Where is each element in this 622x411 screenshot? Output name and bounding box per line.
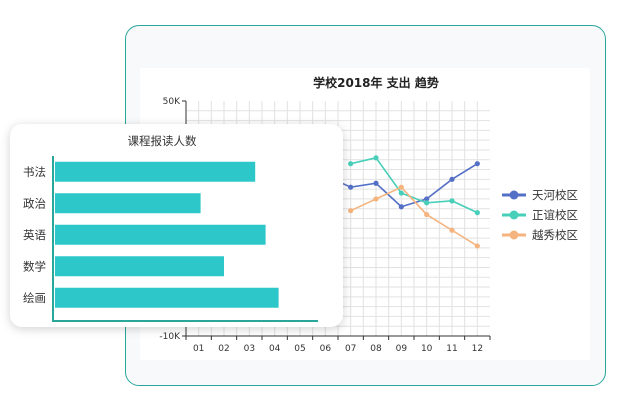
- data-point: [474, 243, 480, 249]
- series-line-2: [350, 156, 478, 214]
- x-tick-label: 02: [218, 344, 229, 354]
- data-point: [398, 190, 404, 196]
- x-tick-label: 07: [345, 344, 356, 354]
- y-tick-label: 50K: [163, 97, 181, 107]
- x-tick-label: 06: [320, 344, 332, 354]
- x-tick-label: 12: [472, 344, 483, 354]
- x-tick-label: 03: [244, 344, 255, 354]
- category-label: 绘画: [23, 291, 46, 305]
- legend-label: 天河校区: [532, 188, 578, 202]
- series-line-3: [350, 186, 478, 247]
- category-label: 英语: [23, 228, 46, 242]
- data-point: [424, 196, 430, 202]
- data-point: [424, 211, 430, 218]
- data-point: [373, 155, 379, 161]
- category-label: 数学: [23, 259, 46, 273]
- x-tick-label: 11: [446, 344, 457, 354]
- data-point: [398, 184, 404, 190]
- data-point: [348, 161, 354, 167]
- legend-label: 越秀校区: [532, 228, 578, 242]
- data-point: [348, 184, 354, 190]
- data-point: [348, 208, 354, 214]
- line-chart-title: 学校2018年 支出 趋势: [313, 75, 439, 90]
- data-point: [424, 200, 430, 206]
- category-label: 书法: [23, 165, 46, 179]
- legend-label: 正谊校区: [532, 208, 578, 222]
- bar: [55, 224, 266, 245]
- category-label: 政治: [23, 196, 46, 210]
- bar: [55, 287, 279, 308]
- bar-chart-title: 课程报读人数: [128, 134, 197, 148]
- bar: [55, 256, 224, 277]
- bar: [55, 161, 256, 182]
- legend-swatch-dot: [509, 210, 519, 220]
- bar-chart-card: 课程报读人数书法政治英语数学绘画: [10, 124, 343, 327]
- x-tick-label: 04: [269, 344, 281, 354]
- data-point: [373, 180, 379, 186]
- data-point: [373, 196, 379, 202]
- data-point: [449, 227, 455, 233]
- data-point: [474, 210, 480, 216]
- x-tick-label: 09: [396, 344, 408, 354]
- x-tick-label: 01: [193, 344, 204, 354]
- x-tick-label: 10: [421, 344, 433, 354]
- legend-swatch-dot: [509, 230, 519, 240]
- x-tick-label: 05: [294, 344, 305, 354]
- y-tick-label: -10K: [159, 332, 181, 342]
- data-point: [449, 198, 455, 204]
- data-point: [474, 161, 480, 167]
- x-tick-label: 08: [370, 344, 382, 354]
- data-point: [449, 176, 455, 182]
- legend-swatch-dot: [509, 190, 519, 200]
- data-point: [398, 204, 404, 210]
- bar: [55, 193, 201, 214]
